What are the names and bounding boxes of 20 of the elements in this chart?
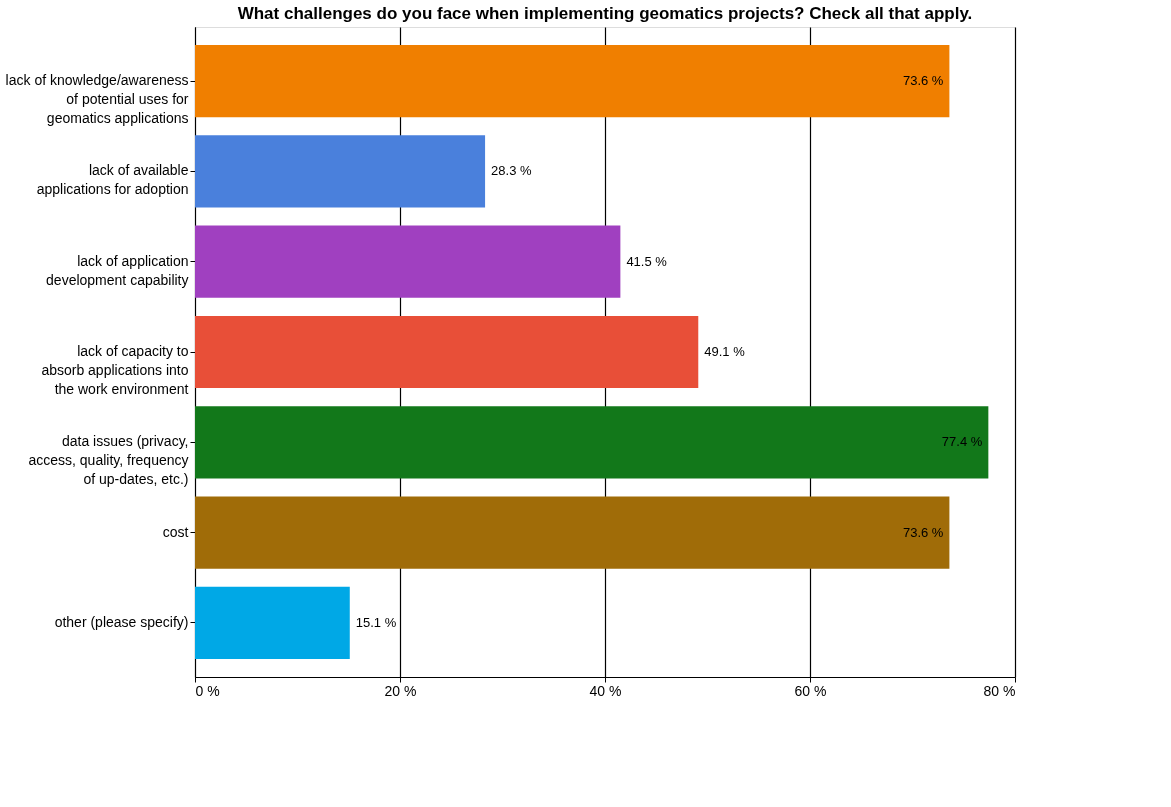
x-tick-label: 60 % [794,682,827,699]
x-tick-label: 0 % [195,682,220,699]
y-tick-label: lack of available applications for adoption [36,162,189,198]
y-tick-label: cost [162,523,189,540]
y-tick-label: lack of knowledge/awareness of potential uses for geomatics applications [5,72,189,127]
data-label: 28.3 % [491,163,532,179]
x-tick-label: 80 % [983,682,1016,699]
data-label: 15.1 % [355,614,397,630]
y-tick-label: data issues (privacy, access, quality, frequency of up-dates, etc.) [28,433,189,488]
chart-title: What challenges do you face when implementing geomatics projects? Check all that apply. [237,4,973,23]
y-tick-label: lack of capacity to absorb applications into the work environment [41,343,189,397]
x-tick-label: 40 % [589,682,622,699]
y-tick-label: other (please specify) [54,613,189,630]
y-tick-label: lack of application development capability [46,252,189,288]
data-label: 73.6 % [902,524,944,540]
data-label: 77.4 % [941,434,983,450]
x-tick-label: 20 % [384,682,417,699]
data-label: 49.1 % [704,344,746,359]
data-label: 73.6 % [902,73,944,89]
data-label: 41.5 % [626,253,668,269]
